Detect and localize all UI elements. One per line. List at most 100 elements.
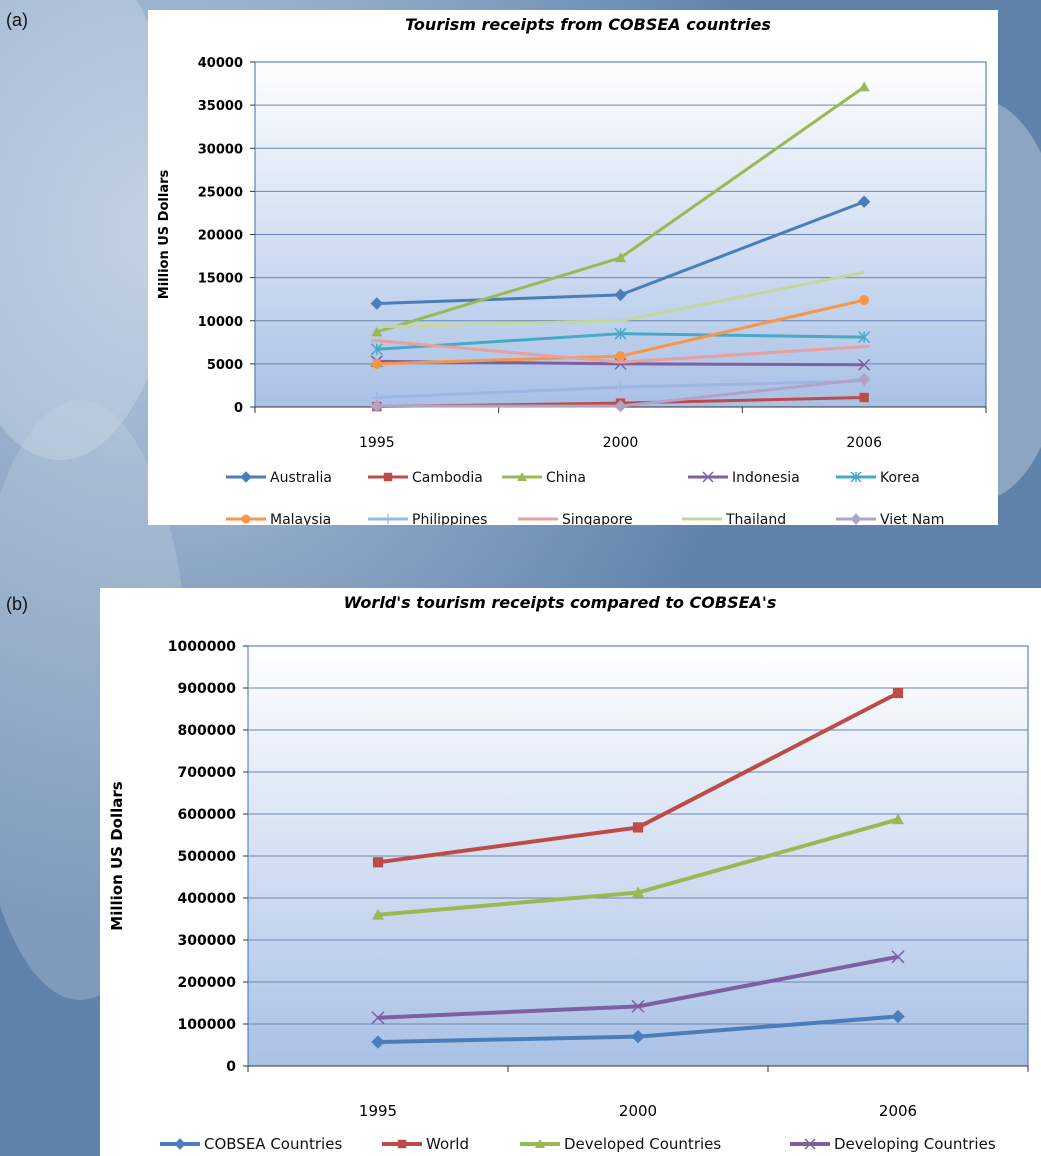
series-line bbox=[376, 270, 865, 329]
legend-label: Developing Countries bbox=[834, 1135, 996, 1153]
data-point bbox=[371, 1035, 385, 1049]
y-tick-label: 100000 bbox=[178, 1017, 237, 1033]
legend-item-viet-nam: Viet Nam bbox=[836, 512, 944, 525]
y-tick-label: 10000 bbox=[198, 315, 243, 330]
y-tick-label: 300000 bbox=[178, 933, 237, 949]
series-china bbox=[371, 81, 870, 337]
series-developing-countries bbox=[371, 950, 905, 1025]
legend-marker bbox=[517, 472, 527, 481]
series-world bbox=[372, 687, 904, 868]
legend-item-thailand: Thailand bbox=[682, 512, 786, 525]
legend-marker bbox=[397, 1139, 407, 1149]
y-axis-title: Million US Dollars bbox=[108, 781, 126, 930]
chart-a: Tourism receipts from COBSEA countries 0 5… bbox=[148, 10, 998, 525]
x-tick-label: 2006 bbox=[879, 1102, 917, 1120]
legend-label: China bbox=[546, 470, 586, 486]
legend-item-philippines: Philippines bbox=[368, 512, 487, 525]
x-tick-label: 2000 bbox=[619, 1102, 657, 1120]
legend-item-cambodia: Cambodia bbox=[368, 470, 483, 486]
legend-label: Cambodia bbox=[412, 470, 483, 486]
data-point bbox=[631, 999, 645, 1013]
legend-item-developed-countries: Developed Countries bbox=[520, 1135, 721, 1153]
series-thailand bbox=[376, 270, 865, 329]
data-point bbox=[891, 950, 905, 964]
legend-label: Australia bbox=[270, 470, 332, 486]
legend-label: Thailand bbox=[725, 512, 786, 525]
legend-label: Korea bbox=[880, 470, 920, 486]
panel-a-label: (a) bbox=[6, 10, 28, 30]
series-cobsea-countries bbox=[371, 1009, 905, 1049]
legend-label: Singapore bbox=[562, 512, 633, 525]
legend-label: Philippines bbox=[412, 512, 487, 525]
y-tick-label: 0 bbox=[234, 401, 243, 416]
chart-title: Tourism receipts from COBSEA countries bbox=[405, 15, 771, 34]
y-tick-label: 500000 bbox=[178, 849, 237, 865]
legend-marker bbox=[241, 514, 251, 524]
legend-item-world: World bbox=[382, 1135, 469, 1153]
data-point bbox=[858, 358, 871, 371]
legend-item-singapore: Singapore bbox=[518, 512, 633, 525]
legend-marker bbox=[535, 1139, 545, 1148]
legend-label: Developed Countries bbox=[564, 1135, 721, 1153]
data-point bbox=[370, 297, 384, 310]
data-point bbox=[370, 343, 383, 356]
series-australia bbox=[370, 195, 871, 310]
series-korea bbox=[370, 327, 871, 356]
data-point bbox=[371, 358, 382, 369]
data-point bbox=[372, 908, 384, 920]
data-point bbox=[859, 392, 869, 403]
legend-label: World bbox=[426, 1135, 469, 1153]
legend-marker bbox=[850, 513, 862, 525]
y-tick-label: 30000 bbox=[198, 142, 243, 157]
data-point bbox=[631, 1029, 645, 1044]
legend-item-china: China bbox=[502, 470, 586, 486]
y-tick-label: 400000 bbox=[178, 891, 237, 907]
series-viet-nam bbox=[370, 373, 871, 413]
x-tick-label: 1995 bbox=[359, 1102, 397, 1120]
y-tick-label: 800000 bbox=[178, 723, 237, 739]
data-point bbox=[615, 351, 626, 362]
chart-b: World's tourism receipts compared to COB… bbox=[100, 588, 1041, 1156]
legend-label: COBSEA Countries bbox=[204, 1135, 342, 1153]
y-tick-label: 35000 bbox=[198, 99, 243, 114]
y-tick-label: 5000 bbox=[207, 358, 243, 373]
data-point bbox=[371, 326, 383, 337]
data-point bbox=[892, 813, 904, 825]
legend-marker bbox=[383, 472, 393, 482]
series-malaysia bbox=[371, 295, 870, 369]
y-tick-label: 40000 bbox=[198, 56, 243, 71]
data-point bbox=[372, 857, 384, 868]
data-point bbox=[857, 373, 871, 386]
series-singapore bbox=[371, 339, 870, 364]
legend-marker bbox=[240, 471, 252, 483]
y-tick-label: 900000 bbox=[178, 681, 237, 697]
legend-label: Viet Nam bbox=[880, 512, 944, 525]
y-tick-label: 600000 bbox=[178, 807, 237, 823]
y-tick-label: 25000 bbox=[198, 185, 243, 200]
data-point bbox=[615, 381, 626, 393]
legend-label: Malaysia bbox=[270, 512, 331, 525]
data-point bbox=[371, 1011, 385, 1025]
data-point bbox=[858, 331, 871, 344]
data-point bbox=[891, 1009, 905, 1024]
legend-item-malaysia: Malaysia bbox=[226, 512, 331, 525]
legend-item-indonesia: Indonesia bbox=[688, 470, 800, 486]
legend-marker bbox=[850, 471, 862, 483]
chart-b-svg: World's tourism receipts compared to COB… bbox=[108, 593, 1029, 1153]
y-tick-label: 20000 bbox=[198, 229, 243, 244]
legend-item-developing-countries: Developing Countries bbox=[790, 1135, 996, 1153]
chart-title: World's tourism receipts compared to COB… bbox=[344, 593, 777, 612]
y-tick-label: 15000 bbox=[198, 272, 243, 287]
data-point bbox=[892, 687, 904, 699]
legend-marker bbox=[702, 471, 714, 483]
data-point bbox=[632, 822, 644, 833]
legend-marker bbox=[804, 1138, 816, 1150]
panel-b-label: (b) bbox=[6, 594, 28, 614]
data-point bbox=[859, 295, 870, 305]
legend-item-korea: Korea bbox=[836, 470, 920, 486]
y-tick-label: 0 bbox=[226, 1059, 236, 1075]
y-tick-label: 700000 bbox=[178, 765, 237, 781]
data-point bbox=[614, 399, 627, 413]
data-point bbox=[632, 886, 644, 898]
legend-marker bbox=[174, 1138, 186, 1150]
